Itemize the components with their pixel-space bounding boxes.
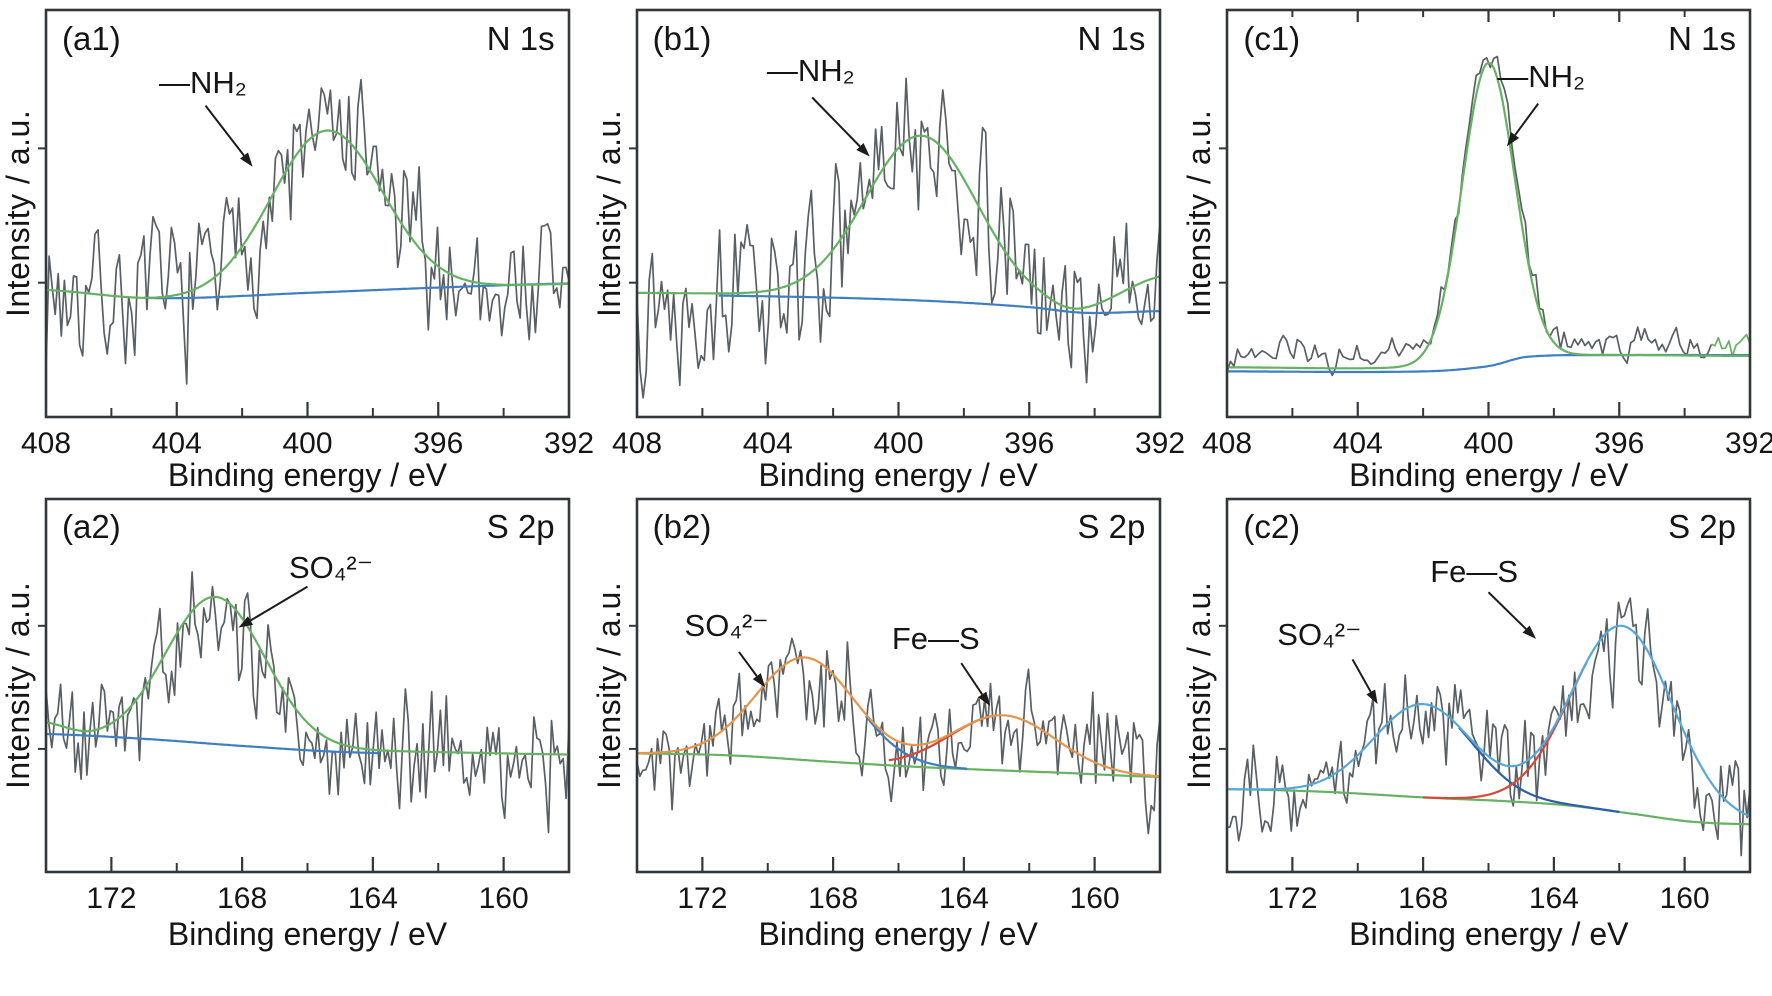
x-axis-title: Binding energy / eV — [167, 916, 448, 952]
peak-annotation-so4: SO₄²⁻ — [1277, 617, 1362, 653]
svg-text:396: 396 — [1004, 427, 1054, 460]
spectrum-plot-a2: 172 168 164 160 — [38, 497, 571, 915]
svg-text:404: 404 — [1333, 427, 1383, 460]
spectrum-plot-b2: 172 168 164 160 — [628, 497, 1161, 915]
panel-label: (b2) — [652, 508, 712, 545]
svg-text:396: 396 — [1595, 427, 1645, 460]
svg-text:400: 400 — [873, 427, 923, 460]
panel-label: (c2) — [1243, 508, 1301, 545]
svg-text:408: 408 — [21, 427, 71, 460]
peak-annotation-so4: SO₄²⁻ — [288, 550, 374, 585]
panel-a1: Intensity / a.u. 408 404 400 396 392 (a1) N … — [0, 0, 594, 493]
panel-c2: Intensity / a.u. 172 168 164 160 (c2) S 2p … — [1181, 492, 1772, 996]
region-label: N 1s — [1668, 20, 1736, 57]
panel-label: (b1) — [652, 20, 712, 57]
panel-b2: Intensity / a.u. 172 168 164 160 (b2) S 2p … — [591, 492, 1182, 996]
svg-text:160: 160 — [1660, 882, 1710, 915]
region-label: N 1s — [486, 20, 555, 57]
y-axis-title: Intensity / a.u. — [1181, 109, 1218, 318]
svg-text:392: 392 — [544, 427, 594, 460]
svg-text:172: 172 — [677, 882, 727, 915]
spectrum-plot-c1: 408 404 400 396 392 — [1202, 8, 1772, 460]
region-label: N 1s — [1077, 20, 1146, 57]
svg-text:392: 392 — [1135, 427, 1185, 460]
peak-annotation-fes: Fe—S — [1430, 553, 1519, 589]
svg-text:164: 164 — [348, 882, 398, 915]
region-label: S 2p — [1668, 508, 1736, 545]
svg-text:408: 408 — [1202, 427, 1252, 460]
svg-text:400: 400 — [282, 427, 332, 460]
peak-annotation-nh2: —NH₂ — [158, 65, 247, 101]
y-axis-title: Intensity / a.u. — [590, 109, 627, 318]
svg-text:392: 392 — [1725, 427, 1772, 460]
x-axis-title: Binding energy / eV — [1349, 457, 1629, 493]
svg-text:400: 400 — [1464, 427, 1514, 460]
peak-annotation-nh2: —NH₂ — [1497, 59, 1586, 95]
spectrum-plot-a1: 408 404 400 396 392 — [21, 8, 594, 460]
svg-text:164: 164 — [1529, 882, 1579, 915]
x-axis-title: Binding energy / eV — [1349, 916, 1629, 952]
x-axis-title: Binding energy / eV — [758, 916, 1038, 952]
svg-text:168: 168 — [217, 882, 267, 915]
spectrum-plot-c2: 172 168 164 160 — [1219, 497, 1752, 915]
svg-text:404: 404 — [152, 427, 202, 460]
peak-annotation-so4: SO₄²⁻ — [684, 607, 769, 643]
svg-text:160: 160 — [1069, 882, 1119, 915]
region-label: S 2p — [486, 508, 555, 545]
x-axis-title: Binding energy / eV — [758, 457, 1038, 493]
svg-text:408: 408 — [612, 427, 662, 460]
y-axis-title: Intensity / a.u. — [0, 109, 36, 318]
panel-label: (a2) — [62, 508, 121, 545]
panel-c1: Intensity / a.u. 408 404 400 396 392 (c1) N … — [1181, 0, 1772, 493]
svg-text:172: 172 — [1268, 882, 1318, 915]
panel-label: (a1) — [62, 20, 121, 57]
svg-text:396: 396 — [413, 427, 463, 460]
svg-text:168: 168 — [808, 882, 858, 915]
svg-text:164: 164 — [939, 882, 989, 915]
peak-annotation-fes: Fe—S — [891, 620, 980, 656]
panel-label: (c1) — [1243, 20, 1301, 57]
panel-b1: Intensity / a.u. 408 404 400 396 392 (b1) N … — [590, 0, 1185, 493]
x-axis-title: Binding energy / eV — [167, 457, 448, 493]
y-axis-title: Intensity / a.u. — [0, 581, 36, 790]
spectrum-plot-b1: 408 404 400 396 392 — [612, 8, 1185, 460]
svg-text:404: 404 — [742, 427, 792, 460]
peak-annotation-nh2: —NH₂ — [766, 53, 855, 89]
panel-a2: Intensity / a.u. 172 168 164 160 (a2) S 2p … — [0, 492, 591, 996]
region-label: S 2p — [1077, 508, 1146, 545]
svg-text:160: 160 — [479, 882, 529, 915]
svg-text:168: 168 — [1398, 882, 1448, 915]
y-axis-title: Intensity / a.u. — [590, 581, 627, 790]
svg-text:172: 172 — [86, 882, 136, 915]
y-axis-title: Intensity / a.u. — [1181, 581, 1218, 790]
